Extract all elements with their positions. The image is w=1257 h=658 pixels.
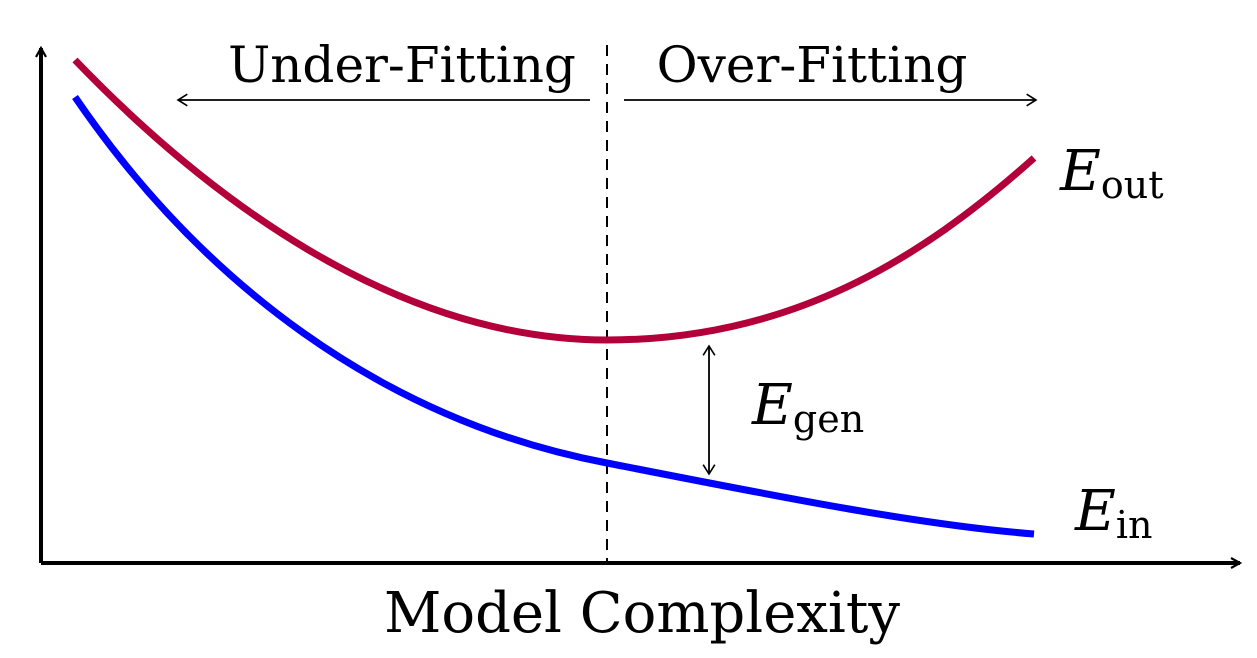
e-in-subscript: in [1116,503,1153,547]
e-in-label: Ein [1074,479,1153,547]
e-out-symbol: E [1059,139,1101,204]
e-gen-subscript: gen [793,397,864,441]
e-out-subscript: out [1101,163,1164,207]
e-out-curve [72,57,1037,344]
e-gen-symbol: E [751,373,793,438]
under-fitting-label: Under-Fitting [228,36,576,94]
e-in-curve [72,95,1035,538]
over-fitting-label: Over-Fitting [657,36,968,94]
e-out-label: Eout [1059,139,1164,207]
x-axis-label: Model Complexity [384,581,900,646]
e-in-symbol: E [1074,479,1116,544]
e-gen-label: Egen [751,373,864,441]
